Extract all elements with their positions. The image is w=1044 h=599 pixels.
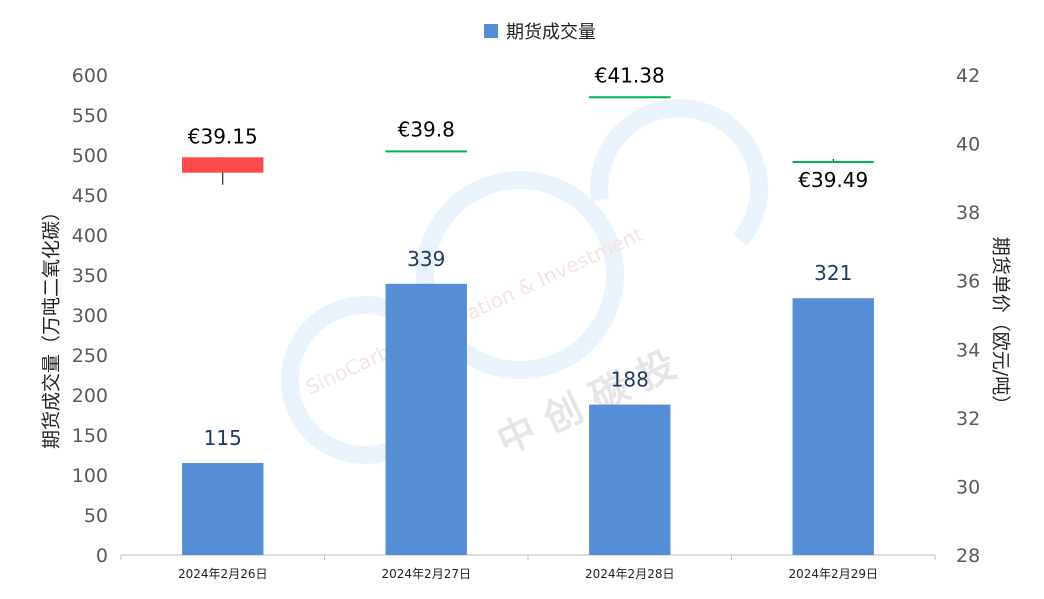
y-tick-label: 100 xyxy=(72,465,108,487)
bar xyxy=(589,404,671,555)
x-tick-label: 2024年2月28日 xyxy=(585,567,674,581)
y2-tick-label: 40 xyxy=(956,134,980,156)
y-tick-label: 150 xyxy=(72,425,108,447)
y-tick-label: 350 xyxy=(72,265,108,287)
labels-layer: 115 339 188 321 €39.15 €39.8 €41.38 €39.49 xyxy=(188,63,868,450)
candle-body xyxy=(385,150,467,153)
y-tick-label: 50 xyxy=(84,505,108,527)
y-tick-label: 400 xyxy=(72,225,108,247)
y2-tick-label: 42 xyxy=(956,65,980,87)
candle-data-label: €39.15 xyxy=(188,124,258,148)
y-tick-label: 450 xyxy=(72,185,108,207)
y2-tick-label: 28 xyxy=(956,545,980,567)
y-tick-label: 250 xyxy=(72,345,108,367)
y-tick-label: 0 xyxy=(96,545,108,567)
candle-body xyxy=(589,96,671,99)
y2-tick-label: 30 xyxy=(956,476,980,498)
y2-tick-label: 32 xyxy=(956,408,980,430)
candle-data-label: €41.38 xyxy=(595,63,665,87)
candle-data-label: €39.8 xyxy=(398,117,455,141)
x-tick-label: 2024年2月27日 xyxy=(382,567,471,581)
y-tick-label: 300 xyxy=(72,305,108,327)
candles-layer xyxy=(182,96,874,185)
legend: 期货成交量 xyxy=(484,18,596,44)
bar-data-label: 339 xyxy=(407,247,445,271)
watermark-ring-2 xyxy=(416,171,624,379)
bar-data-label: 188 xyxy=(611,368,649,392)
bars-layer xyxy=(182,283,874,555)
watermark-ring-3 xyxy=(590,99,769,246)
y-tick-label: 550 xyxy=(72,105,108,127)
y-tick-label: 200 xyxy=(72,385,108,407)
candle-body xyxy=(792,161,874,164)
bar xyxy=(385,283,467,555)
x-tick-label: 2024年2月26日 xyxy=(178,567,267,581)
bar xyxy=(792,298,874,555)
axes: 2024年2月26日 2024年2月27日 2024年2月28日 2024年2月29日… xyxy=(72,65,980,581)
y-axis-left-title: 期货成交量（万吨二氧化碳） xyxy=(40,202,63,450)
y2-tick-label: 36 xyxy=(956,271,980,293)
candle-data-label: €39.49 xyxy=(798,168,868,192)
legend-label: 期货成交量 xyxy=(506,22,596,43)
bar-data-label: 115 xyxy=(204,426,242,450)
y-axis-right-title: 期货单价（欧元/吨） xyxy=(989,236,1012,415)
candle-body xyxy=(182,157,264,173)
y2-tick-label: 34 xyxy=(956,339,980,361)
legend-swatch xyxy=(484,24,498,38)
y-tick-label: 600 xyxy=(72,65,108,87)
x-tick-label: 2024年2月29日 xyxy=(789,567,878,581)
bar xyxy=(182,463,264,555)
y-tick-label: 500 xyxy=(72,145,108,167)
bar-data-label: 321 xyxy=(814,261,852,285)
y2-tick-label: 38 xyxy=(956,202,980,224)
watermark: SinoCarbon Innovation & Investment 中 创 碳… xyxy=(281,99,769,464)
